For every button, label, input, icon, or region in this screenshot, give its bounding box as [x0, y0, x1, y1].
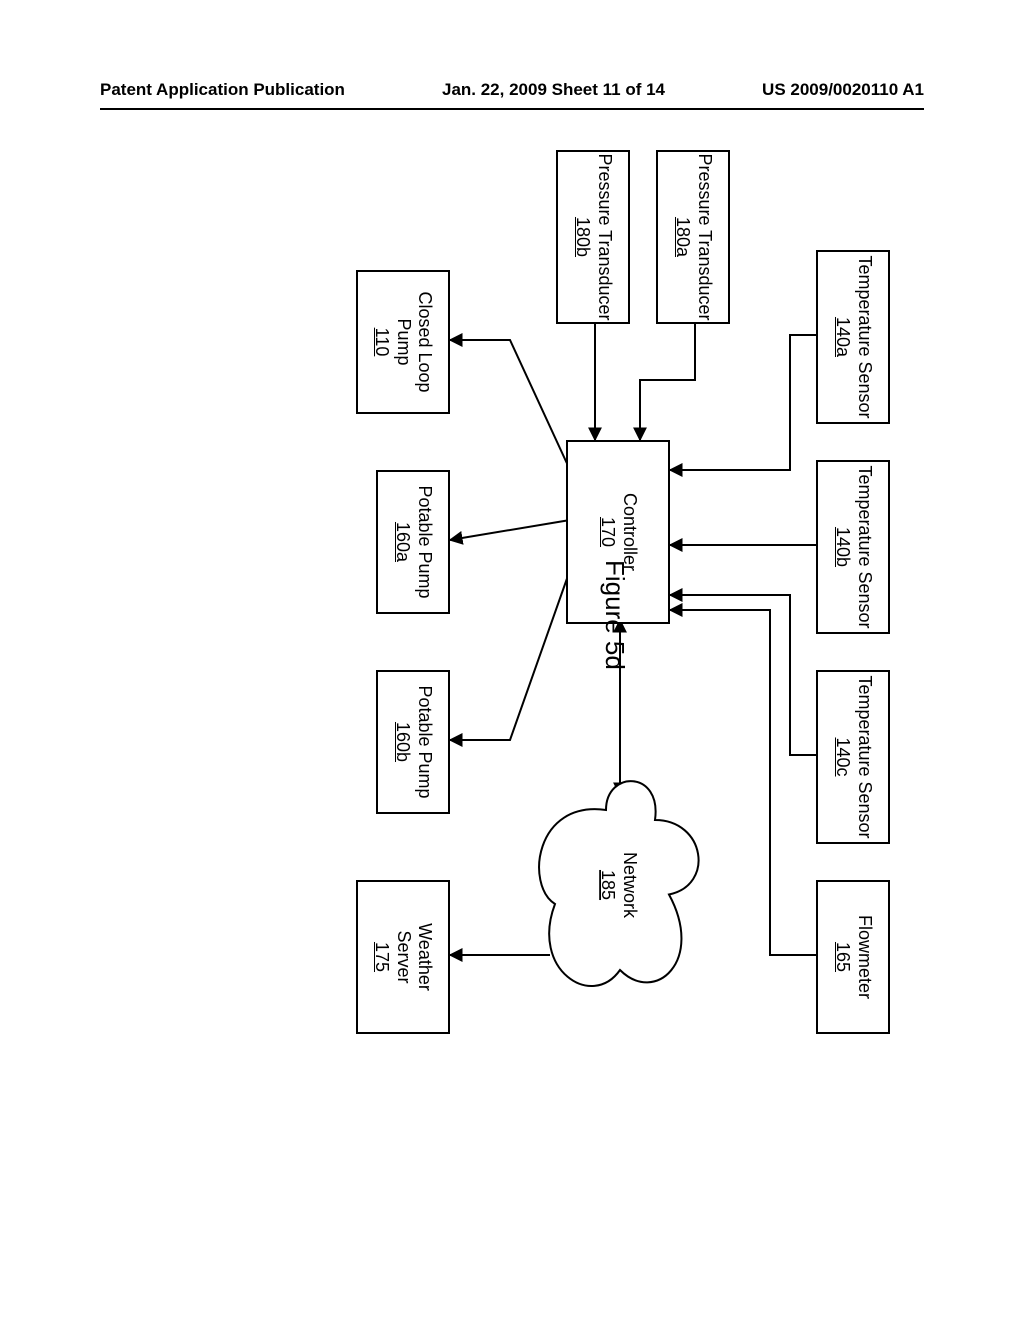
- node-label: Temperature Sensor: [853, 465, 875, 628]
- page-header: Patent Application Publication Jan. 22, …: [0, 80, 1024, 100]
- edge-ctrl-pot_b: [450, 570, 570, 740]
- node-temp_b: Temperature Sensor140b: [816, 460, 890, 634]
- node-press_a: Pressure Transducer180a: [656, 150, 730, 324]
- edge-ctrl-pot_a: [450, 520, 570, 540]
- node-temp_a: Temperature Sensor140a: [816, 250, 890, 424]
- node-temp_c: Temperature Sensor140c: [816, 670, 890, 844]
- cloud-icon: [539, 781, 698, 986]
- node-pot_a: Potable Pump160a: [376, 470, 450, 614]
- header-rule: [100, 108, 924, 110]
- node-label: Closed LoopPump: [392, 291, 435, 392]
- node-pot_b: Potable Pump160b: [376, 670, 450, 814]
- edge-ctrl-closed: [450, 340, 570, 470]
- node-label: Pressure Transducer: [693, 153, 715, 320]
- edge-press_a-ctrl: [640, 320, 695, 440]
- node-label: Temperature Sensor: [853, 675, 875, 838]
- node-label: WeatherServer: [392, 923, 435, 991]
- node-ref: 110: [371, 328, 393, 357]
- node-label: Temperature Sensor: [853, 255, 875, 418]
- node-ref: 160a: [391, 522, 413, 562]
- node-label: Flowmeter: [853, 915, 875, 999]
- connection-layer: Network185: [130, 240, 890, 880]
- node-ref: 180a: [671, 217, 693, 257]
- node-label: Potable Pump: [413, 485, 435, 598]
- header-left: Patent Application Publication: [100, 80, 345, 100]
- node-ref: 140a: [831, 317, 853, 357]
- node-flow: Flowmeter165: [816, 880, 890, 1034]
- block-diagram: Network185 Temperature Sensor140aTempera…: [130, 240, 890, 880]
- node-ref: 170: [596, 517, 618, 547]
- network-label: Network: [620, 852, 640, 919]
- node-ref: 140c: [831, 737, 853, 776]
- node-ref: 140b: [831, 527, 853, 567]
- network-ref: 185: [598, 870, 618, 900]
- node-ref: 160b: [391, 722, 413, 762]
- node-weather: WeatherServer175: [356, 880, 450, 1034]
- node-label: Pressure Transducer: [593, 153, 615, 320]
- edge-flow-ctrl: [670, 610, 820, 955]
- edge-temp_c-ctrl: [670, 595, 820, 755]
- node-label: Potable Pump: [413, 685, 435, 798]
- node-ref: 165: [831, 942, 853, 972]
- header-center: Jan. 22, 2009 Sheet 11 of 14: [442, 80, 665, 100]
- header-right: US 2009/0020110 A1: [762, 80, 924, 100]
- node-press_b: Pressure Transducer180b: [556, 150, 630, 324]
- edge-temp_a-ctrl: [670, 335, 820, 470]
- node-closed: Closed LoopPump110: [356, 270, 450, 414]
- node-ref: 175: [371, 942, 393, 972]
- node-ref: 180b: [571, 217, 593, 257]
- figure-label: Figure 5d: [599, 560, 630, 670]
